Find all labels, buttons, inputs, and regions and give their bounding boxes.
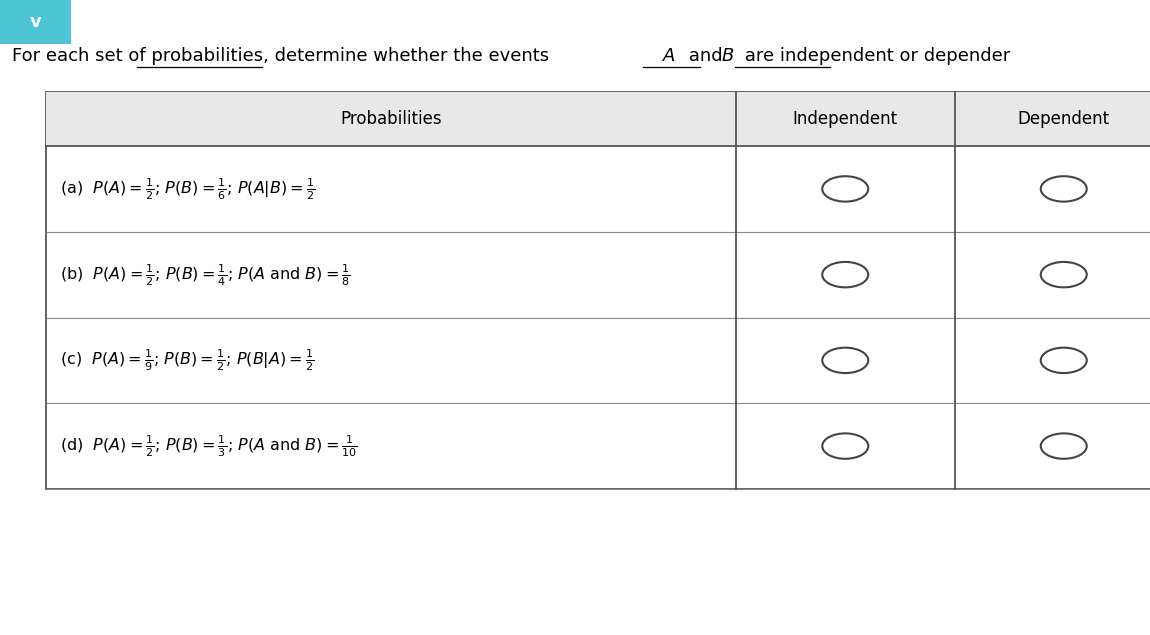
Text: are independent or depender: are independent or depender [739, 47, 1011, 65]
Text: $B$: $B$ [721, 47, 735, 65]
FancyBboxPatch shape [46, 92, 1150, 146]
FancyBboxPatch shape [46, 92, 1150, 489]
Text: (d)  $P(A)=\frac{1}{2}$; $P(B)=\frac{1}{3}$; $P(A\ \mathrm{and}\ B)=\frac{1}{10}: (d) $P(A)=\frac{1}{2}$; $P(B)=\frac{1}{3… [60, 433, 358, 459]
FancyBboxPatch shape [0, 0, 71, 44]
Text: and: and [683, 47, 728, 65]
Text: (a)  $P(A)=\frac{1}{2}$; $P(B)=\frac{1}{6}$; $P(A|B)=\frac{1}{2}$: (a) $P(A)=\frac{1}{2}$; $P(B)=\frac{1}{6… [60, 176, 315, 202]
Text: v: v [30, 13, 41, 31]
Text: Dependent: Dependent [1018, 110, 1110, 128]
Text: (b)  $P(A)=\frac{1}{2}$; $P(B)=\frac{1}{4}$; $P(A\ \mathrm{and}\ B)=\frac{1}{8}$: (b) $P(A)=\frac{1}{2}$; $P(B)=\frac{1}{4… [60, 262, 351, 288]
Text: Independent: Independent [792, 110, 898, 128]
Text: Probabilities: Probabilities [340, 110, 442, 128]
Text: For each set of probabilities, determine whether the events: For each set of probabilities, determine… [12, 47, 554, 65]
Text: $A$: $A$ [662, 47, 676, 65]
Text: (c)  $P(A)=\frac{1}{9}$; $P(B)=\frac{1}{2}$; $P(B|A)=\frac{1}{2}$: (c) $P(A)=\frac{1}{9}$; $P(B)=\frac{1}{2… [60, 347, 314, 373]
